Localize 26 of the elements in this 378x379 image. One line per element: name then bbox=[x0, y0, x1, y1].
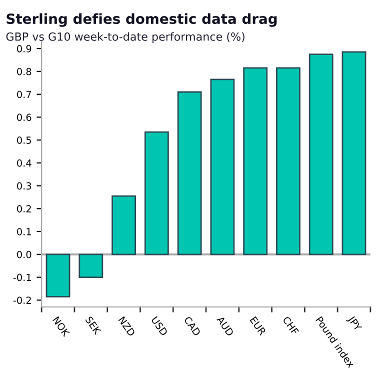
bar bbox=[276, 67, 300, 256]
bar bbox=[342, 51, 366, 256]
y-tick-label: -0.2 bbox=[13, 296, 31, 304]
y-tick-label: 0.8 bbox=[17, 68, 32, 76]
y-tick-label: 0.5 bbox=[17, 136, 32, 144]
y-tick-label: 0.2 bbox=[17, 205, 31, 212]
y-tick-label: 0.6 bbox=[17, 114, 32, 121]
bar bbox=[177, 91, 202, 256]
bar bbox=[308, 54, 334, 256]
x-tick-label: CHF bbox=[282, 316, 300, 336]
y-tick-label: 0.0 bbox=[17, 250, 32, 258]
bar bbox=[243, 67, 268, 256]
y-tick-label: 0.9 bbox=[17, 45, 32, 52]
chart-title: Sterling defies domestic data drag bbox=[6, 13, 277, 27]
bar bbox=[78, 254, 104, 278]
bar bbox=[46, 254, 70, 298]
x-tick-label: JPY bbox=[346, 315, 362, 333]
bar bbox=[144, 131, 169, 256]
y-tick-label: 0.3 bbox=[17, 182, 32, 190]
y-tick-label: 0.1 bbox=[17, 228, 31, 236]
bar bbox=[112, 195, 136, 256]
chart-subtitle: GBP vs G10 week-to-date performance (%) bbox=[6, 32, 244, 43]
y-tick-label: 0.7 bbox=[17, 90, 32, 98]
y-tick-label: 0.4 bbox=[17, 159, 32, 167]
y-tick-label: -0.1 bbox=[13, 274, 31, 282]
bar bbox=[210, 78, 235, 256]
